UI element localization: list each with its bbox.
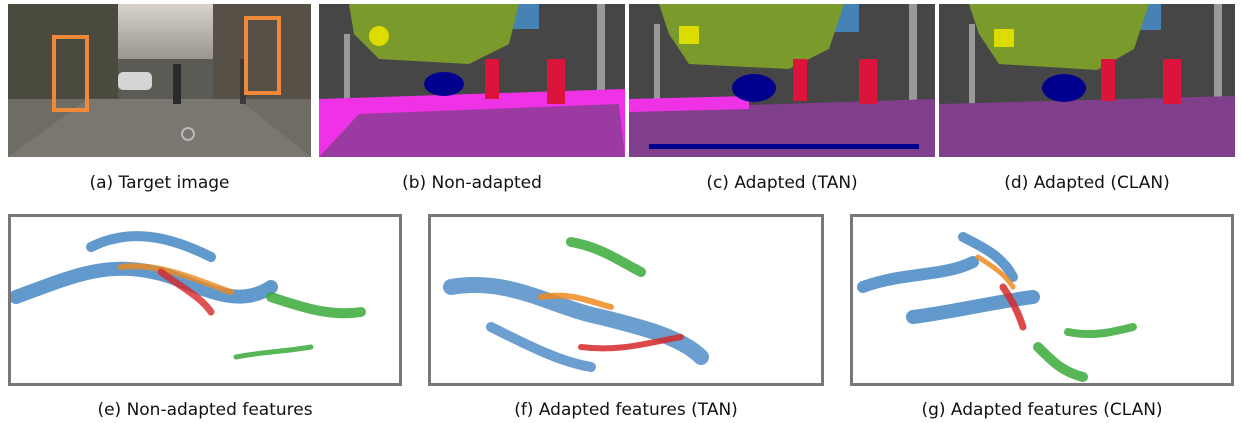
segmentation-clan-panel: [939, 4, 1235, 157]
feature-plot-tan: [428, 214, 824, 386]
caption-g: (g) Adapted features (CLAN): [850, 400, 1234, 420]
caption-f: (f) Adapted features (TAN): [428, 400, 824, 420]
segmentation-tan-panel: [629, 4, 935, 157]
caption-d: (d) Adapted (CLAN): [939, 173, 1235, 193]
feature-plot-clan: [850, 214, 1234, 386]
caption-e: (e) Non-adapted features: [8, 400, 402, 420]
caption-c: (c) Adapted (TAN): [629, 173, 935, 193]
caption-b: (b) Non-adapted: [319, 173, 625, 193]
caption-a: (a) Target image: [8, 173, 311, 193]
segmentation-non-adapted-panel: [319, 4, 625, 157]
target-image-panel: [8, 4, 311, 157]
feature-plot-non-adapted: [8, 214, 402, 386]
